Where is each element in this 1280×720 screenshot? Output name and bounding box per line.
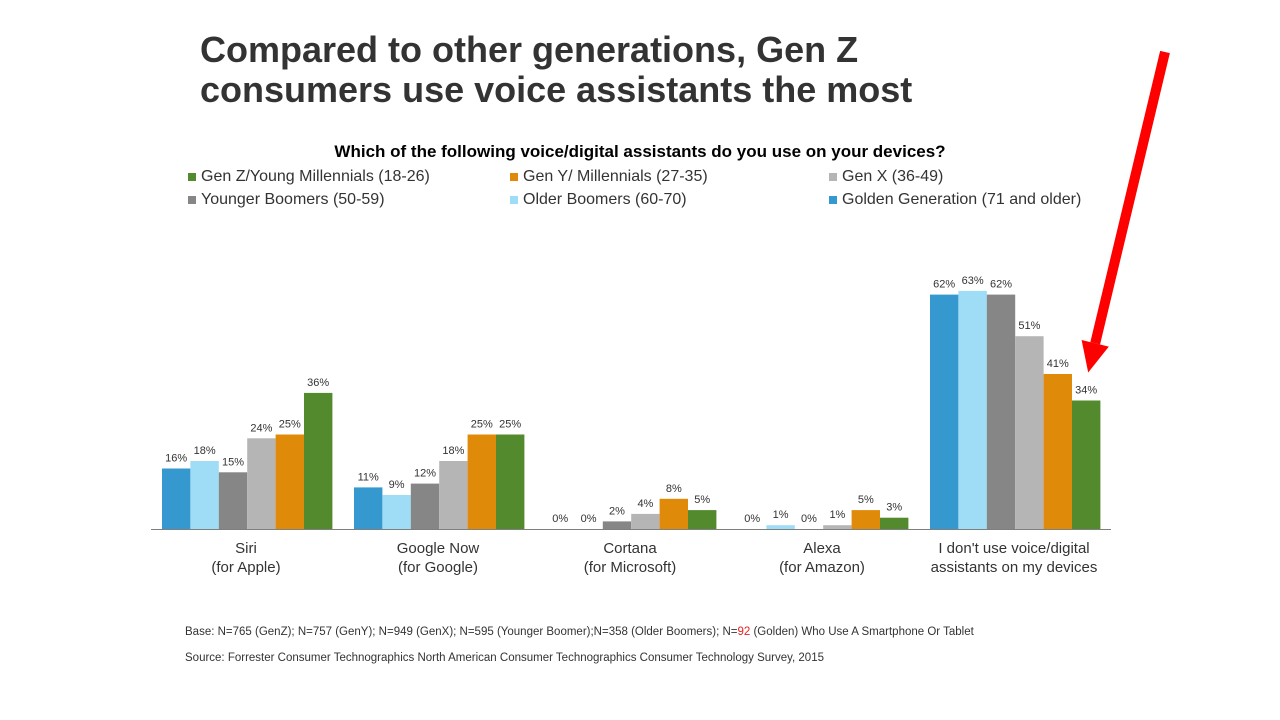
chart-title: Which of the following voice/digital ass… xyxy=(334,142,946,161)
data-label: 51% xyxy=(1018,320,1040,332)
legend-label: Golden Generation (71 and older) xyxy=(842,191,1082,208)
bar xyxy=(496,434,525,529)
highlight-arrow-shaft xyxy=(1090,50,1170,345)
bar xyxy=(688,510,717,529)
chart-legend: Gen Z/Young Millennials (18-26) Gen Y/ M… xyxy=(0,168,1280,216)
data-label: 18% xyxy=(442,445,464,457)
bar xyxy=(1015,336,1044,529)
data-label: 25% xyxy=(471,419,493,431)
bar xyxy=(1072,400,1101,529)
bar xyxy=(631,513,660,529)
title-line-1: Compared to other generations, Gen Z xyxy=(200,29,859,70)
data-label: 8% xyxy=(666,483,682,495)
bar xyxy=(659,498,688,529)
legend-item: Younger Boomers (50-59) xyxy=(188,191,385,209)
legend-item: Gen X (36-49) xyxy=(829,168,943,186)
data-label: 0% xyxy=(801,513,817,525)
category-label: Google Now xyxy=(397,540,480,557)
legend-item: Gen Z/Young Millennials (18-26) xyxy=(188,168,430,186)
data-label: 16% xyxy=(165,453,187,465)
legend-swatch-golden xyxy=(829,196,837,204)
data-label: 9% xyxy=(389,479,405,491)
data-label: 11% xyxy=(358,471,379,483)
data-label: 12% xyxy=(414,468,436,480)
bar xyxy=(1043,374,1072,529)
bar xyxy=(410,483,440,529)
bar xyxy=(275,434,304,529)
data-label: 36% xyxy=(307,377,329,389)
data-label: 25% xyxy=(279,419,301,431)
legend-item: Golden Generation (71 and older) xyxy=(829,191,1081,209)
data-label: 25% xyxy=(499,419,521,431)
bar xyxy=(880,517,909,529)
legend-item: Gen Y/ Millennials (27-35) xyxy=(510,168,708,186)
base-footnote-highlight: 92 xyxy=(737,626,751,638)
bar xyxy=(467,434,496,529)
category-label: (for Google) xyxy=(398,559,478,576)
legend-swatch-gen-z xyxy=(188,173,196,181)
data-label: 62% xyxy=(990,279,1012,291)
legend-label: Gen Z/Young Millennials (18-26) xyxy=(201,168,430,185)
bar xyxy=(382,495,411,529)
data-label: 34% xyxy=(1075,385,1097,397)
legend-swatch-gen-x xyxy=(829,173,837,181)
data-label: 18% xyxy=(194,445,216,457)
bar xyxy=(986,294,1016,529)
data-label: 5% xyxy=(694,494,710,506)
data-label: 5% xyxy=(858,494,874,506)
data-label: 24% xyxy=(250,422,272,434)
legend-swatch-younger-boomers xyxy=(188,196,196,204)
title-line-2: consumers use voice assistants the most xyxy=(200,69,913,110)
data-label: 15% xyxy=(222,456,244,468)
data-label: 0% xyxy=(552,513,568,525)
bar xyxy=(218,472,248,529)
slide-title: Compared to other generations, Gen Z con… xyxy=(200,30,1100,110)
base-footnote-suffix: (Golden) Who Use A Smartphone Or Tablet xyxy=(750,626,974,638)
data-label: 62% xyxy=(933,279,955,291)
bar xyxy=(930,294,959,529)
category-label: Siri xyxy=(235,540,257,557)
legend-item: Older Boomers (60-70) xyxy=(510,191,687,209)
bar xyxy=(247,438,276,529)
base-footnote-prefix: Base: N=765 (GenZ); N=757 (GenY); N=949 … xyxy=(185,626,738,638)
legend-label: Gen Y/ Millennials (27-35) xyxy=(523,168,708,185)
category-label: Alexa xyxy=(803,540,841,557)
data-label: 3% xyxy=(886,502,902,514)
category-label: Cortana xyxy=(603,540,657,557)
base-footnote: Base: N=765 (GenZ); N=757 (GenY); N=949 … xyxy=(185,626,974,638)
legend-swatch-gen-y xyxy=(510,173,518,181)
bar xyxy=(439,461,468,529)
data-label: 41% xyxy=(1047,358,1069,370)
category-label: (for Apple) xyxy=(211,559,280,576)
bar xyxy=(602,521,632,529)
bar xyxy=(354,487,383,529)
source-footnote: Source: Forrester Consumer Technographic… xyxy=(185,652,824,664)
bar xyxy=(304,392,333,529)
category-label: assistants on my devices xyxy=(931,559,1098,576)
bar xyxy=(851,510,880,529)
legend-label: Older Boomers (60-70) xyxy=(523,191,687,208)
bar xyxy=(823,525,852,529)
data-label: 0% xyxy=(581,513,597,525)
bar xyxy=(766,525,795,529)
category-label: I don't use voice/digital xyxy=(938,540,1089,557)
bar xyxy=(190,461,219,529)
data-label: 4% xyxy=(637,498,653,510)
data-label: 2% xyxy=(609,505,625,517)
bar xyxy=(162,468,191,529)
data-label: 0% xyxy=(744,513,760,525)
legend-label: Gen X (36-49) xyxy=(842,168,944,185)
bar xyxy=(958,290,987,529)
data-label: 63% xyxy=(962,275,984,287)
data-label: 1% xyxy=(829,509,845,521)
legend-label: Younger Boomers (50-59) xyxy=(201,191,385,208)
category-label: (for Microsoft) xyxy=(584,559,677,576)
category-label: (for Amazon) xyxy=(779,559,865,576)
data-label: 1% xyxy=(773,509,789,521)
highlight-arrow-head xyxy=(1081,340,1109,373)
legend-swatch-older-boomers xyxy=(510,196,518,204)
